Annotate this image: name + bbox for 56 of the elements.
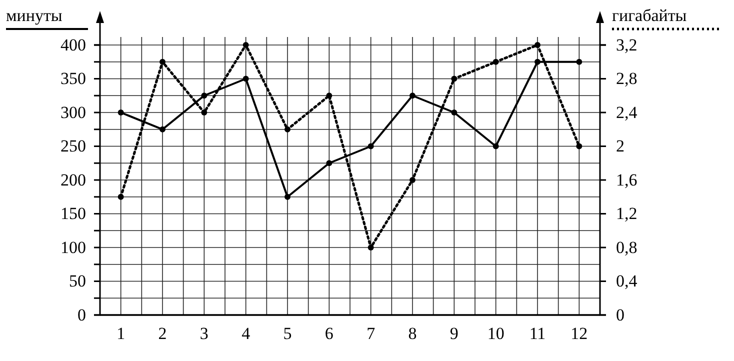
point [118, 194, 124, 200]
point [368, 143, 374, 150]
x-tick-label: 6 [324, 324, 334, 344]
point [492, 58, 499, 65]
point [576, 143, 582, 150]
y2-tick-label: 0,8 [616, 238, 638, 257]
x-tick-label: 11 [529, 324, 546, 344]
point [451, 110, 458, 116]
y2-tick-label: 3,2 [616, 35, 638, 54]
y2-tick-label: 0,4 [616, 272, 638, 291]
y-tick-label: 150 [60, 204, 86, 224]
point [492, 143, 499, 150]
point [451, 76, 458, 82]
y-tick-label: 50 [69, 272, 86, 291]
x-tick-label: 5 [283, 324, 292, 344]
point [160, 126, 166, 132]
point [201, 110, 208, 116]
x-tick-label: 2 [158, 324, 167, 344]
point [242, 42, 249, 48]
y2-tick-label: 2,8 [616, 69, 638, 88]
x-tick-label: 4 [242, 324, 251, 344]
point [284, 126, 290, 132]
point [118, 110, 124, 116]
x-tick-label: 8 [408, 324, 417, 344]
x-tick-label: 7 [366, 324, 376, 344]
point [534, 58, 540, 65]
y-axis-title: минуты [6, 6, 63, 25]
x-tick-label: 9 [450, 324, 458, 344]
y2-tick-label: 0 [616, 305, 624, 324]
y-tick-label: 100 [60, 238, 86, 257]
point [201, 92, 208, 99]
y-tick-label: 400 [60, 35, 86, 54]
point [242, 76, 249, 82]
point [576, 58, 582, 65]
x-tick-label: 3 [200, 324, 208, 344]
y-tick-label: 300 [60, 102, 86, 122]
y-tick-label: 350 [60, 69, 86, 88]
y2-axis-title: гигабайты [612, 6, 688, 25]
y2-tick-label: 1,6 [616, 170, 638, 190]
x-tick-label: 1 [116, 324, 126, 344]
point [534, 42, 540, 48]
y-tick-label: 200 [60, 170, 86, 190]
y2-tick-label: 2 [616, 136, 624, 156]
point [410, 92, 416, 99]
point [368, 244, 374, 250]
y2-tick-label: 2,4 [616, 102, 638, 122]
x-tick-label: 12 [570, 324, 588, 344]
y-tick-label: 250 [60, 136, 86, 156]
point [326, 160, 332, 166]
point [284, 194, 290, 200]
point [160, 58, 166, 65]
x-tick-label: 10 [487, 324, 504, 344]
point [326, 92, 332, 99]
point [410, 177, 416, 183]
y2-tick-label: 1,2 [616, 204, 638, 224]
y-tick-label: 0 [78, 305, 86, 324]
